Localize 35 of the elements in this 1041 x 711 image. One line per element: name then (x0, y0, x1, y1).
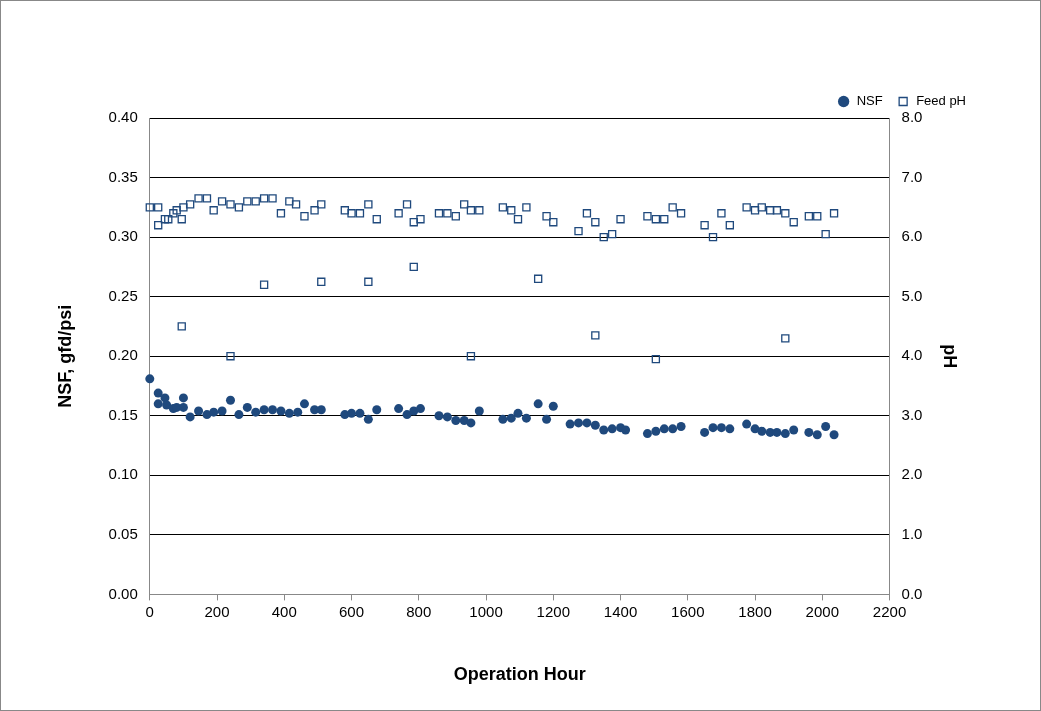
x-tick-label: 2200 (872, 602, 907, 620)
x-tick-label: 1400 (603, 602, 638, 620)
y2-tick-label: 2.0 (901, 465, 923, 483)
x-tick-label: 1800 (738, 602, 772, 620)
y2-tick-label: 7.0 (901, 167, 923, 185)
x-tick-label: 400 (271, 602, 297, 620)
y-tick-label: 0.40 (108, 108, 138, 126)
y-tick-label: 0.10 (108, 465, 138, 483)
y-tick-label: 0.30 (108, 227, 138, 245)
y-tick-label: 0.25 (108, 286, 138, 304)
x-tick-label: 1600 (671, 602, 705, 620)
y-tick-label: 0.35 (108, 167, 138, 185)
y-axis-title: NSF, gfd/psi (54, 304, 75, 408)
y2-tick-label: 3.0 (901, 405, 923, 423)
y2-tick-label: 1.0 (901, 524, 923, 542)
y-tick-label: 0.00 (108, 584, 138, 602)
x-tick-label: 600 (339, 602, 365, 620)
y2-tick-label: 8.0 (901, 108, 923, 126)
x-tick-label: 1200 (536, 602, 570, 620)
x-tick-label: 200 (204, 602, 230, 620)
x-tick-label: 1000 (469, 602, 503, 620)
y2-tick-label: 6.0 (901, 227, 923, 245)
y-tick-label: 0.20 (108, 346, 138, 364)
y2-tick-label: 5.0 (901, 286, 923, 304)
y2-tick-label: 4.0 (901, 346, 923, 364)
x-tick-label: 800 (406, 602, 432, 620)
y2-tick-label: 0.0 (901, 584, 923, 602)
x-tick-label: 2000 (805, 602, 839, 620)
legend-label: Feed pH (916, 93, 967, 109)
y2-axis-title: pH (940, 344, 961, 369)
x-axis-title: Operation Hour (453, 664, 586, 685)
y-tick-label: 0.05 (108, 524, 138, 542)
y-tick-label: 0.15 (108, 405, 138, 423)
x-tick-label: 0 (145, 602, 154, 620)
legend-label: NSF (856, 93, 883, 109)
